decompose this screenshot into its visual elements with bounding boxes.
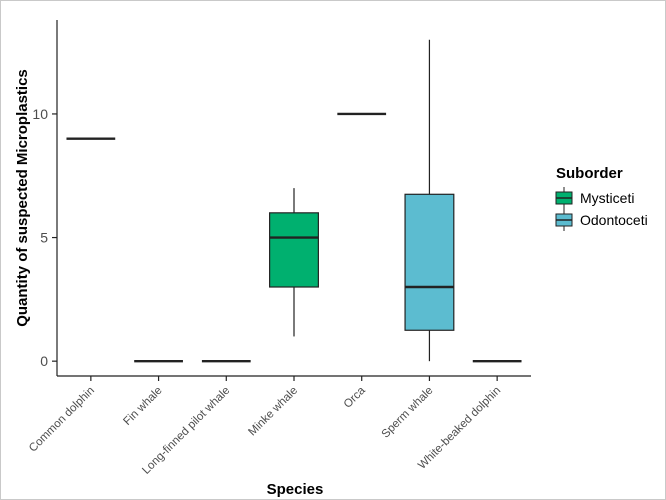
legend: Suborder Mysticeti Odontoceti: [555, 165, 648, 231]
plot-area: [66, 39, 522, 363]
x-tick-label: Common dolphin: [27, 385, 97, 455]
legend-entries: Mysticeti Odontoceti: [555, 187, 648, 231]
legend-label: Odontoceti: [580, 212, 648, 228]
x-tick-label: Sperm whale: [380, 385, 436, 441]
box-iqr: [404, 193, 455, 331]
x-tick-label: Orca: [342, 384, 369, 411]
box-sperm-whale: [404, 39, 455, 362]
legend-title: Suborder: [556, 165, 623, 182]
legend-label: Mysticeti: [580, 190, 634, 206]
x-tick-label: Fin whale: [121, 385, 164, 428]
y-axis-label: Quantity of suspected Microplastics: [14, 69, 31, 327]
y-tick-label: 10: [32, 106, 48, 122]
x-axis-label: Species: [267, 481, 324, 498]
x-tick-label: Minke whale: [246, 385, 300, 439]
legend-entry: Mysticeti: [555, 187, 634, 209]
box-iqr: [269, 212, 319, 288]
y-ticks: 0 5 10: [32, 106, 57, 369]
legend-entry: Odontoceti: [555, 209, 648, 231]
y-tick-label: 5: [40, 230, 48, 246]
box-minke-whale: [269, 188, 319, 337]
y-tick-label: 0: [40, 353, 48, 369]
